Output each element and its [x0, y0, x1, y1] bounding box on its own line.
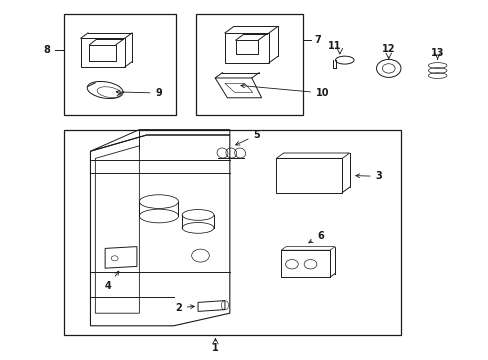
Bar: [63, 130, 400, 335]
Text: 1: 1: [212, 343, 218, 354]
Bar: [63, 14, 176, 115]
Text: 11: 11: [327, 41, 341, 51]
Bar: [195, 14, 303, 115]
Text: 3: 3: [355, 171, 382, 181]
Text: 8: 8: [43, 45, 50, 55]
Text: 9: 9: [116, 88, 162, 98]
Text: 12: 12: [381, 44, 395, 54]
Text: 4: 4: [104, 271, 119, 291]
Text: 7: 7: [314, 35, 321, 45]
Text: 5: 5: [235, 130, 260, 145]
Text: 6: 6: [308, 231, 323, 243]
Text: 13: 13: [430, 48, 444, 58]
Text: 10: 10: [241, 84, 329, 98]
Text: 2: 2: [175, 303, 194, 313]
